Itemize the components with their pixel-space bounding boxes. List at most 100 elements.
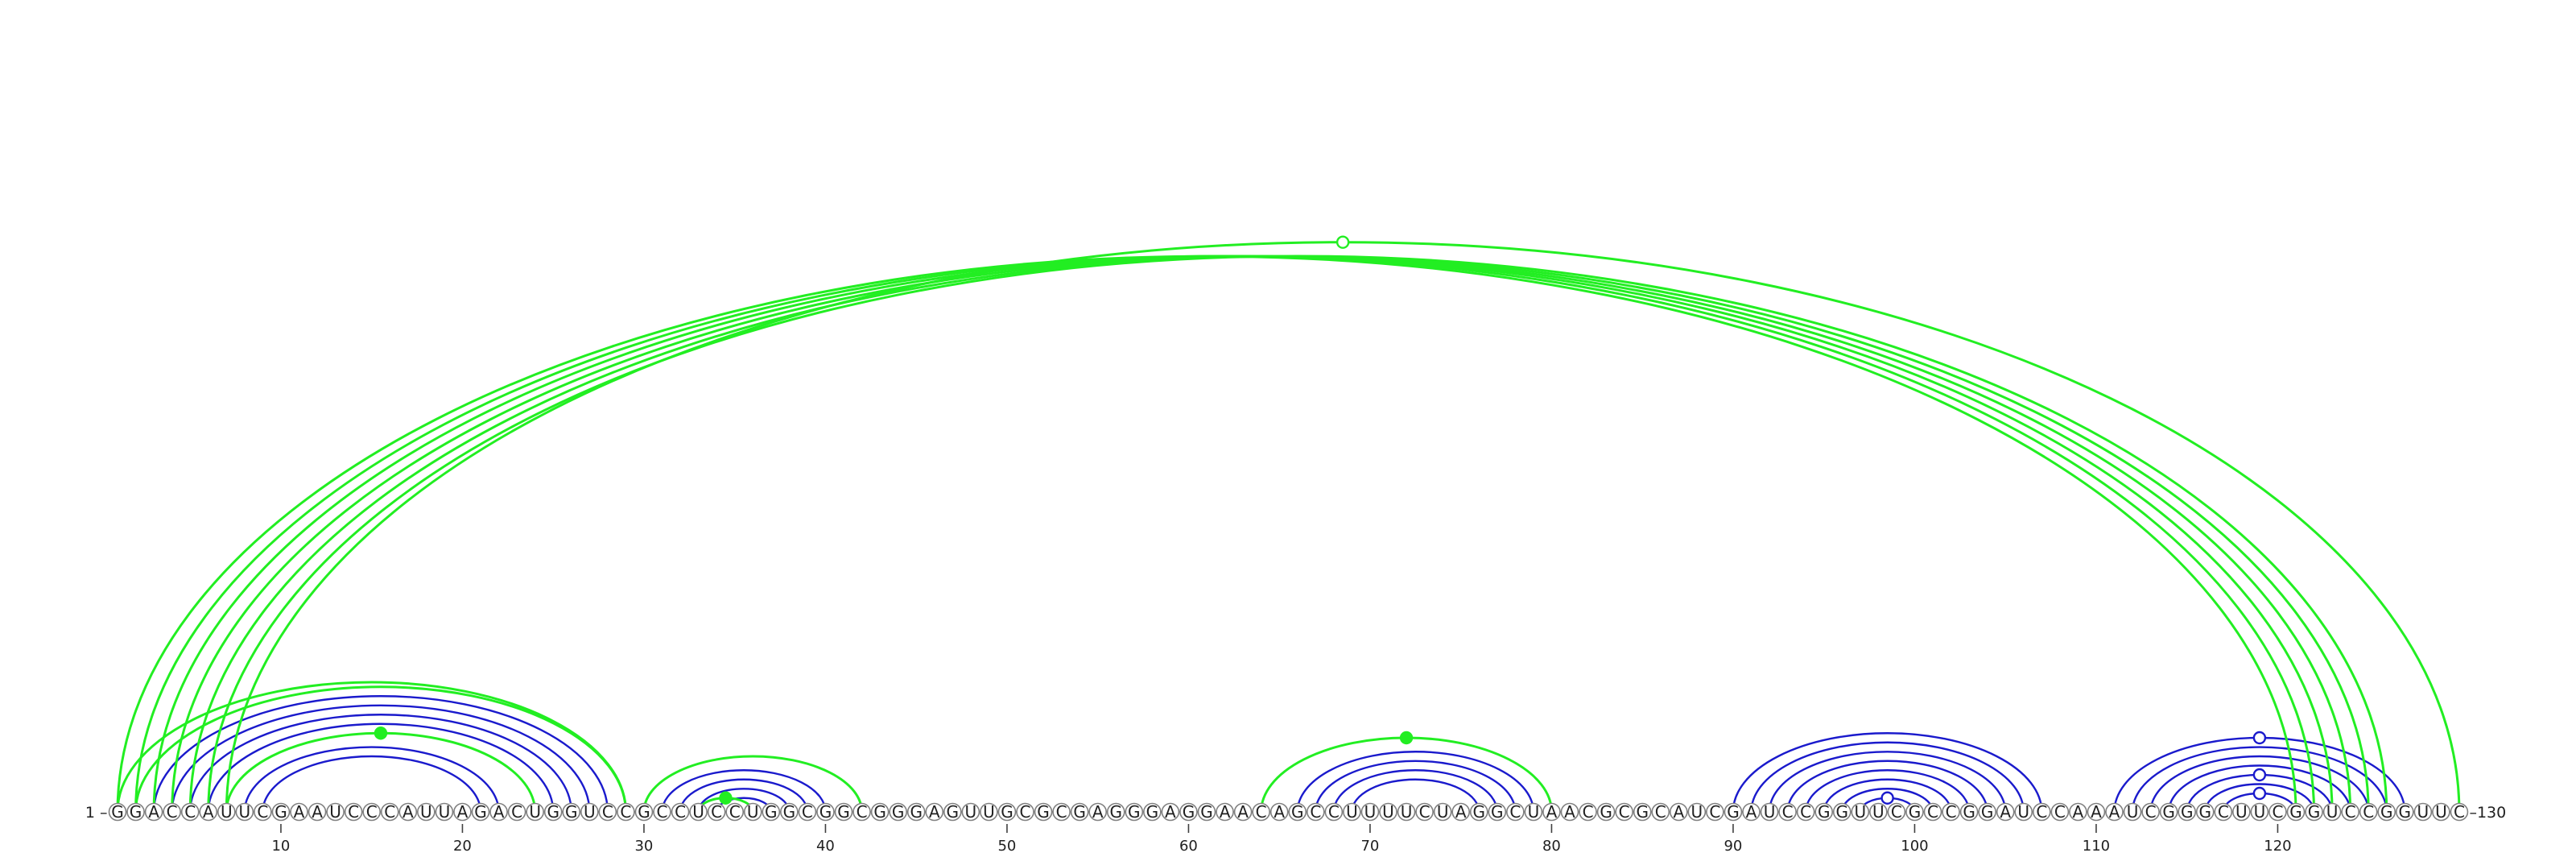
nucleotide-circle	[1052, 802, 1071, 822]
nucleotide-circle	[1796, 802, 1815, 822]
nucleotide-letter: G	[1636, 802, 1649, 822]
nucleotide-letter: G	[819, 802, 832, 822]
tick-label-120: 120	[2264, 838, 2291, 855]
nucleotide-36: U	[743, 802, 762, 822]
nucleotide-letter: U	[529, 802, 541, 822]
nucleotide-112: U	[2123, 802, 2142, 822]
nucleotide-letter: C	[1509, 802, 1521, 822]
nucleotide-circle	[217, 802, 236, 822]
nucleotide-circle	[1070, 802, 1089, 822]
nucleotide-letter: A	[203, 802, 214, 822]
nucleotide-circle	[2359, 802, 2378, 822]
nucleotide-70: U	[1360, 802, 1380, 822]
nucleotide-87: A	[1670, 802, 1688, 822]
blue-pair-marker-97-100	[1880, 791, 1894, 805]
blue-pair-marker-117-121	[2252, 786, 2267, 801]
nucleotide-circle	[1343, 802, 1361, 822]
nucleotide-circle	[2050, 802, 2070, 822]
nucleotide-124: C	[2341, 802, 2359, 822]
nucleotide-44: G	[889, 802, 907, 822]
nucleotide-96: G	[1832, 802, 1852, 822]
nucleotide-circle	[997, 802, 1017, 822]
nucleotide-40: G	[816, 802, 835, 822]
nucleotide-100: G	[1905, 802, 1924, 822]
green-pair-marker-7-24	[374, 727, 388, 740]
nucleotide-letter: C	[348, 802, 359, 822]
nucleotide-circle	[471, 802, 490, 822]
blue-arc-4-27	[171, 704, 591, 813]
nucleotide-30: G	[634, 802, 654, 822]
nucleotide-76: G	[1469, 802, 1488, 822]
nucleotide-letter: C	[257, 802, 268, 822]
nucleotide-letter: A	[1274, 802, 1285, 822]
nucleotide-letter: A	[1673, 802, 1684, 822]
nucleotide-47: G	[943, 802, 962, 822]
nucleotide-85: G	[1633, 802, 1652, 822]
nucleotide-116: G	[2195, 802, 2215, 822]
nucleotide-13: U	[326, 802, 345, 822]
nucleotide-letter: A	[402, 802, 414, 822]
nucleotide-letter: A	[1220, 802, 1231, 822]
nucleotide-letter: U	[584, 802, 596, 822]
nucleotide-letter: G	[474, 802, 487, 822]
nucleotide-130: C	[2450, 802, 2469, 822]
nucleotide-127: G	[2396, 802, 2414, 822]
nucleotide-circle	[634, 802, 654, 822]
nucleotide-circle	[707, 802, 726, 822]
nucleotide-56: G	[1106, 802, 1125, 822]
nucleotide-104: G	[1978, 802, 1996, 822]
nucleotide-circle	[1615, 802, 1633, 822]
nucleotide-circle	[1360, 802, 1380, 822]
nucleotide-110: A	[2087, 802, 2106, 822]
nucleotide-62: A	[1216, 802, 1234, 822]
nucleotide-letter: A	[148, 802, 159, 822]
nucleotide-letter: G	[2399, 802, 2412, 822]
blue-arc-31-40	[661, 769, 827, 813]
nucleotide-circle	[2214, 802, 2233, 822]
blue-arc-116-122	[2204, 783, 2315, 813]
nucleotide-92: U	[1760, 802, 1779, 822]
nucleotide-74: U	[1433, 802, 1452, 822]
nucleotide-91: A	[1742, 802, 1761, 822]
nucleotide-circle	[671, 802, 690, 822]
nucleotide-circle	[1451, 802, 1470, 822]
nucleotide-circle	[1088, 802, 1107, 822]
nucleotide-circle	[417, 802, 436, 822]
nucleotide-letter: G	[2162, 802, 2175, 822]
nucleotide-letter: U	[2127, 802, 2139, 822]
nucleotide-circle	[2123, 802, 2142, 822]
nucleotide-9: C	[254, 802, 272, 822]
nucleotide-28: C	[598, 802, 617, 822]
nucleotide-circle	[199, 802, 218, 822]
nucleotide-circle	[1415, 802, 1434, 822]
nucleotide-circle	[2141, 802, 2160, 822]
nucleotide-circle	[725, 802, 745, 822]
nucleotide-5: C	[180, 802, 200, 822]
nucleotide-78: C	[1506, 802, 1525, 822]
nucleotide-16: C	[380, 802, 399, 822]
nucleotide-letter: A	[929, 802, 940, 822]
green-pair-marker-64-80	[1399, 731, 1414, 745]
nucleotide-letter: U	[1854, 802, 1866, 822]
nucleotide-circle	[961, 802, 980, 822]
nucleotide-69: U	[1343, 802, 1361, 822]
nucleotide-letter: A	[1455, 802, 1467, 822]
blue-arc-95-102	[1823, 778, 1952, 813]
nucleotide-82: C	[1579, 802, 1597, 822]
nucleotide-letter: C	[1619, 802, 1630, 822]
nucleotide-129: U	[2432, 802, 2450, 822]
nucleotide-66: G	[1288, 802, 1307, 822]
blue-arc-33-38	[697, 788, 791, 813]
nucleotide-letter: C	[1709, 802, 1720, 822]
nucleotide-letter: G	[2289, 802, 2302, 822]
nucleotide-circle	[1379, 802, 1397, 822]
nucleotide-circle	[1651, 802, 1670, 822]
tick-label-60: 60	[1179, 838, 1198, 855]
tick-label-110: 110	[2083, 838, 2110, 855]
nucleotide-letter: U	[1691, 802, 1703, 822]
nucleotide-letter: C	[2145, 802, 2157, 822]
nucleotide-letter: G	[130, 802, 142, 822]
green-arc-5-125	[188, 255, 2370, 813]
nucleotide-circle	[271, 802, 291, 822]
nucleotide-letter: U	[692, 802, 704, 822]
